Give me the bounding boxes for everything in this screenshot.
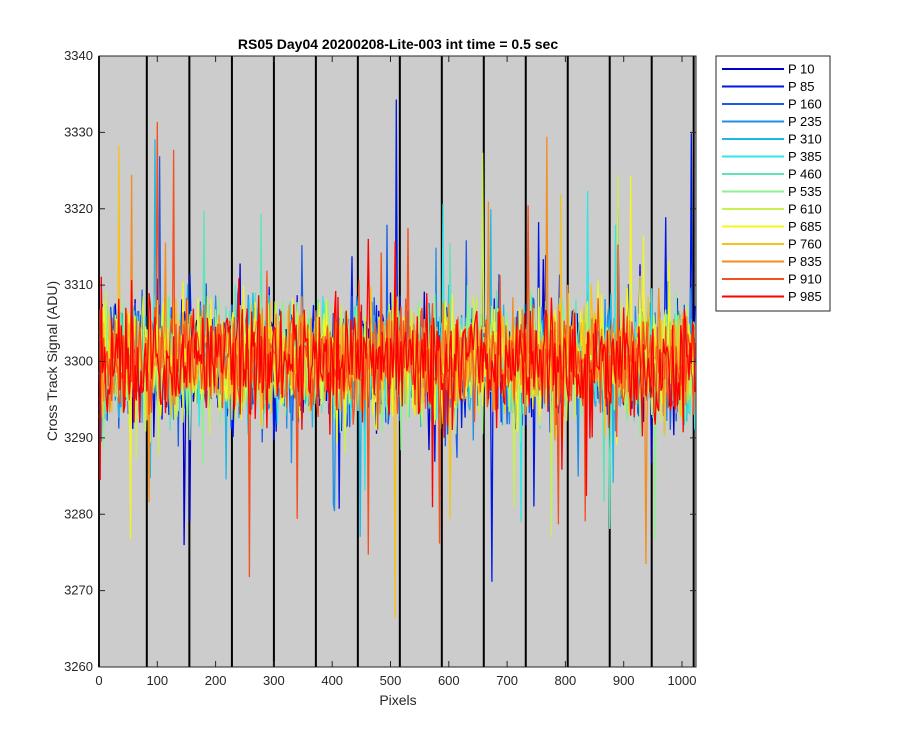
y-tick-label: 3290 — [64, 430, 93, 445]
x-tick-label: 500 — [380, 673, 402, 688]
y-tick-label: 3320 — [64, 201, 93, 216]
legend-entry: P 385 — [788, 149, 822, 164]
y-tick-label: 3270 — [64, 583, 93, 598]
legend-entry: P 535 — [788, 184, 822, 199]
legend: P 10 P 85 P 160 P 235 P 310 P 385 P 460 P 535 P … — [715, 55, 831, 312]
y-tick-label: 3260 — [64, 659, 93, 674]
x-tick-label: 700 — [496, 673, 518, 688]
x-tick-label: 300 — [263, 673, 285, 688]
x-tick-label: 800 — [555, 673, 577, 688]
x-tick-label: 400 — [321, 673, 343, 688]
x-tick-label: 200 — [205, 673, 227, 688]
legend-entry: P 10 — [788, 62, 815, 77]
y-axis-ticks: 3260 3270 3280 3290 3300 3310 3320 3330 3340 — [64, 48, 696, 674]
y-tick-label: 3310 — [64, 277, 93, 292]
x-tick-label: 900 — [613, 673, 635, 688]
legend-entry: P 985 — [788, 289, 822, 304]
series-lines — [98, 99, 696, 619]
legend-entry: P 85 — [788, 79, 815, 94]
y-tick-label: 3340 — [64, 48, 93, 63]
legend-entry: P 685 — [788, 219, 822, 234]
y-tick-label: 3300 — [64, 354, 93, 369]
x-tick-label: 0 — [95, 673, 102, 688]
legend-entry: P 310 — [788, 132, 822, 147]
legend-entry: P 610 — [788, 202, 822, 217]
legend-entry: P 760 — [788, 237, 822, 252]
chart-title: RS05 Day04 20200208-Lite-003 int time = … — [238, 36, 558, 52]
legend-box — [715, 55, 831, 312]
legend-entry: P 160 — [788, 97, 822, 112]
x-axis-label: Pixels — [379, 692, 416, 708]
x-tick-label: 600 — [438, 673, 460, 688]
legend-entry: P 460 — [788, 167, 822, 182]
legend-entry: P 910 — [788, 272, 822, 287]
x-tick-label: 1000 — [668, 673, 697, 688]
y-axis-label: Cross Track Signal (ADU) — [44, 281, 60, 441]
legend-entry: P 235 — [788, 114, 822, 129]
x-axis-ticks: 0 100 200 300 400 500 600 700 800 900 1000 — [95, 56, 696, 688]
x-tick-label: 100 — [146, 673, 168, 688]
series-line — [98, 238, 696, 508]
y-tick-label: 3280 — [64, 506, 93, 521]
y-tick-label: 3330 — [64, 124, 93, 139]
legend-entry: P 835 — [788, 254, 822, 269]
